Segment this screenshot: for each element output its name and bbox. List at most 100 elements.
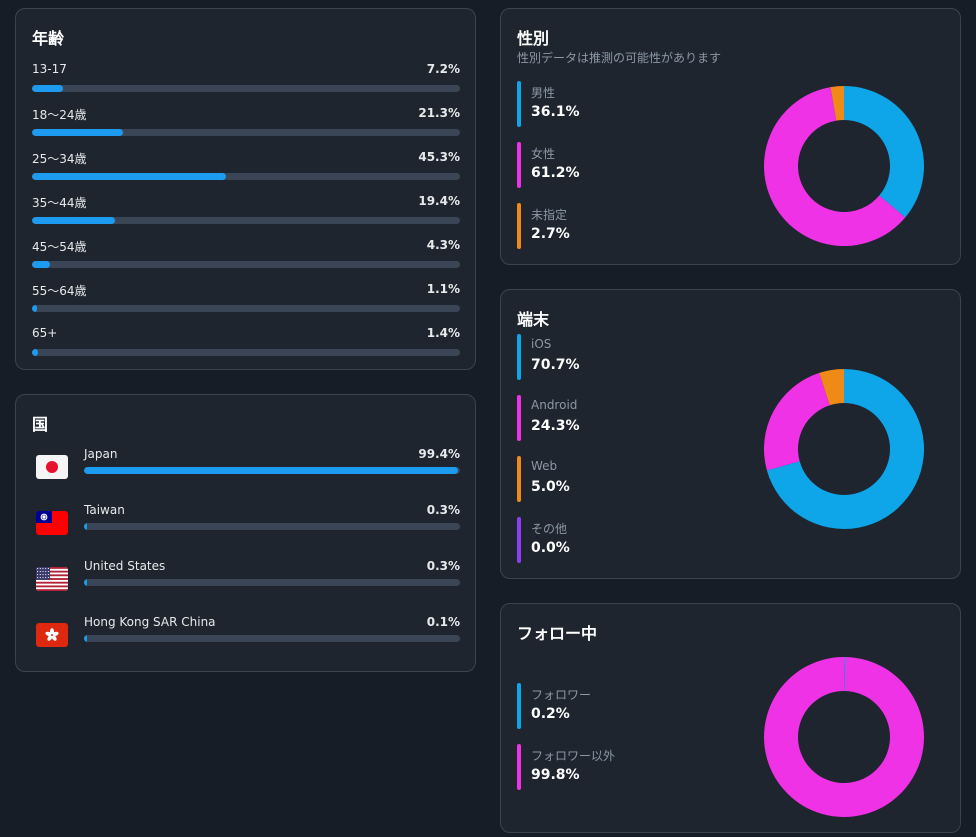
age-bar-track	[32, 129, 460, 136]
following-card: フォロー中 フォロワー 0.2% フォロワー以外 99.8%	[500, 603, 961, 833]
following-donut-slice	[844, 657, 846, 692]
following-legend-item: フォロワー以外 99.8%	[517, 744, 717, 790]
country-label: Japan	[84, 447, 118, 461]
following-legend-value: 99.8%	[531, 767, 580, 783]
following-legend-label: フォロワー以外	[531, 749, 616, 763]
country-bar-track	[84, 635, 460, 642]
age-row: 55〜64歳 1.1%	[32, 282, 460, 318]
following-legend-item: フォロワー 0.2%	[517, 683, 717, 729]
following-legend-swatch	[517, 683, 521, 729]
country-bar-fill	[84, 635, 87, 642]
device-legend-swatch	[517, 456, 521, 502]
age-label: 45〜54歳	[32, 240, 87, 254]
country-bar-track	[84, 579, 460, 586]
device-legend-item: Android 24.3%	[517, 395, 717, 441]
gender-legend-label: 女性	[531, 147, 556, 161]
age-bar-fill	[32, 349, 38, 356]
age-card-title: 年齢	[32, 29, 65, 48]
device-legend-item: Web 5.0%	[517, 456, 717, 502]
country-label: Taiwan	[84, 503, 125, 517]
gender-card-subtitle: 性別データは推測の可能性があります	[517, 51, 722, 65]
gender-legend-value: 2.7%	[531, 226, 570, 242]
gender-donut-slice	[830, 86, 844, 121]
device-card-title: 端末	[517, 310, 550, 329]
device-legend-label: Web	[531, 459, 558, 473]
age-value: 4.3%	[426, 238, 460, 252]
device-legend-label: iOS	[531, 337, 552, 351]
gender-legend-item: 未指定 2.7%	[517, 203, 717, 249]
device-card: 端末 iOS 70.7% Android 24.3% Web 5.0% その他 0.0%	[500, 289, 961, 579]
following-legend-value: 0.2%	[531, 706, 570, 722]
age-row: 45〜54歳 4.3%	[32, 238, 460, 274]
age-value: 1.1%	[426, 282, 460, 296]
age-bar-fill	[32, 173, 226, 180]
age-bar-fill	[32, 129, 124, 136]
device-legend-value: 0.0%	[531, 540, 570, 556]
us-flag-icon	[36, 567, 68, 591]
japan-flag-icon	[36, 455, 68, 479]
country-value: 0.3%	[426, 503, 460, 517]
gender-legend-swatch	[517, 81, 521, 127]
country-bar-track	[84, 523, 460, 530]
age-row: 65+ 1.4%	[32, 326, 460, 362]
country-bar-fill	[84, 523, 87, 530]
device-legend-swatch	[517, 517, 521, 563]
country-row: Taiwan 0.3%	[32, 503, 460, 543]
device-legend-swatch	[517, 334, 521, 380]
age-bar-track	[32, 85, 460, 92]
gender-donut-slice	[844, 86, 924, 218]
age-label: 13-17	[32, 62, 67, 76]
age-label: 25〜34歳	[32, 152, 87, 166]
age-bar-fill	[32, 261, 51, 268]
age-row: 18〜24歳 21.3%	[32, 106, 460, 142]
device-legend-item: その他 0.0%	[517, 517, 717, 563]
age-label: 35〜44歳	[32, 196, 87, 210]
age-label: 55〜64歳	[32, 284, 87, 298]
device-legend-value: 24.3%	[531, 418, 580, 434]
country-bar-fill	[84, 467, 458, 474]
following-legend-swatch	[517, 744, 521, 790]
age-card: 年齢 13-17 7.2% 18〜24歳 21.3% 25〜34歳 45.3% 35〜44歳…	[15, 8, 476, 370]
device-donut-chart	[764, 369, 924, 529]
country-bar-track	[84, 467, 460, 474]
age-value: 7.2%	[426, 62, 460, 76]
gender-card-title: 性別	[517, 29, 550, 48]
age-bar-fill	[32, 305, 37, 312]
age-bar-track	[32, 217, 460, 224]
following-legend-label: フォロワー	[531, 688, 592, 702]
age-bar-track	[32, 261, 460, 268]
age-label: 65+	[32, 326, 58, 340]
age-value: 19.4%	[418, 194, 460, 208]
gender-legend-swatch	[517, 142, 521, 188]
device-donut-slice	[766, 369, 924, 529]
device-legend-label: Android	[531, 398, 578, 412]
country-bar-fill	[84, 579, 87, 586]
country-row: Hong Kong SAR China 0.1%	[32, 615, 460, 655]
country-card: 国 Japan 99.4% Taiwan 0.3% United States 0.3% H…	[15, 394, 476, 672]
age-label: 18〜24歳	[32, 108, 87, 122]
device-donut-slice	[764, 372, 830, 471]
gender-card: 性別 性別データは推測の可能性があります 男性 36.1% 女性 61.2% 未指定 2.…	[500, 8, 961, 265]
device-donut-slice	[819, 369, 844, 406]
country-card-title: 国	[32, 415, 49, 434]
country-label: United States	[84, 559, 166, 573]
gender-donut-slice	[764, 87, 906, 246]
age-value: 1.4%	[426, 326, 460, 340]
following-donut-slice	[764, 657, 924, 817]
following-donut-chart	[764, 657, 924, 817]
gender-legend-swatch	[517, 203, 521, 249]
age-row: 13-17 7.2%	[32, 62, 460, 98]
gender-legend-label: 男性	[531, 86, 556, 100]
age-value: 21.3%	[418, 106, 460, 120]
device-legend-item: iOS 70.7%	[517, 334, 717, 380]
country-row: Japan 99.4%	[32, 447, 460, 487]
gender-legend-value: 61.2%	[531, 165, 580, 181]
gender-legend-value: 36.1%	[531, 104, 580, 120]
country-label: Hong Kong SAR China	[84, 615, 216, 629]
following-card-title: フォロー中	[517, 624, 598, 643]
gender-legend-item: 男性 36.1%	[517, 81, 717, 127]
age-bar-fill	[32, 217, 116, 224]
gender-donut-chart	[764, 86, 924, 246]
country-value: 99.4%	[418, 447, 460, 461]
age-bar-track	[32, 305, 460, 312]
